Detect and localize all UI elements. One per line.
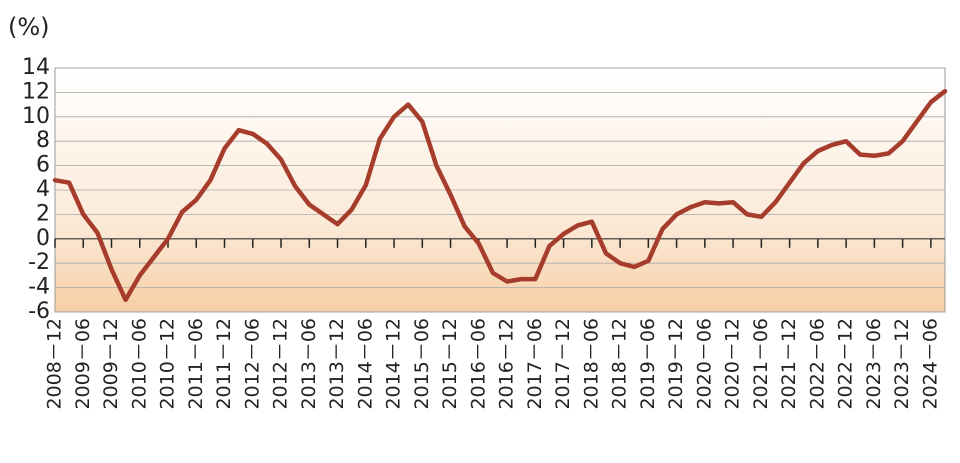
x-tick-label: 2010－06: [128, 318, 150, 410]
x-tick-label: 2011－12: [213, 318, 235, 410]
y-tick-label: 8: [36, 128, 50, 153]
x-tick-label: 2017－06: [524, 318, 546, 410]
data-line: [52, 88, 948, 303]
x-tick-label: 2015－06: [411, 318, 433, 410]
y-tick-label: 0: [36, 226, 50, 251]
x-tick-label: 2022－06: [806, 318, 828, 410]
x-tick-label: 2008－12: [44, 318, 66, 410]
x-tick-label: 2010－12: [157, 318, 179, 410]
x-tick-label: 2016－12: [496, 318, 518, 410]
x-tick-label: 2017－12: [552, 318, 574, 410]
x-tick-label: 2020－06: [693, 318, 715, 410]
x-tick-label: 2022－12: [835, 318, 857, 410]
x-tick-label: 2023－06: [863, 318, 885, 410]
y-tick-label: 6: [36, 153, 50, 178]
x-tick-label: 2021－12: [778, 318, 800, 410]
y-unit: (%): [8, 13, 50, 41]
x-tick-label: 2012－06: [241, 318, 263, 410]
y-tick-label: -6: [28, 299, 50, 324]
x-tick-label: 2009－12: [100, 318, 122, 410]
x-tick-label: 2013－12: [326, 318, 348, 410]
x-tick-label: 2015－12: [439, 318, 461, 410]
y-tick-label: 12: [22, 79, 50, 104]
x-tick-label: 2013－06: [298, 318, 320, 410]
y-tick-label: 2: [36, 201, 50, 226]
y-tick-label: -4: [28, 275, 50, 300]
x-tick-label: 2018－12: [609, 318, 631, 410]
x-tick-label: 2016－06: [467, 318, 489, 410]
x-tick-label: 2021－06: [750, 318, 772, 410]
x-tick-label: 2019－06: [637, 318, 659, 410]
y-tick-label: 14: [22, 55, 50, 80]
y-tick-label: 10: [22, 104, 50, 129]
y-tick-label: 4: [36, 177, 50, 202]
x-tick-label: 2020－12: [722, 318, 744, 410]
x-tick-label: 2011－06: [185, 318, 207, 410]
y-tick-label: -2: [28, 250, 50, 275]
x-tick-label: 2024－06: [919, 318, 941, 410]
x-tick-label: 2014－12: [383, 318, 405, 410]
x-tick-label: 2014－06: [354, 318, 376, 410]
x-tick-label: 2018－06: [580, 318, 602, 410]
x-tick-label: 2009－06: [72, 318, 94, 410]
x-tick-label: 2019－12: [665, 318, 687, 410]
x-tick-label: 2023－12: [891, 318, 913, 410]
x-tick-label: 2012－12: [270, 318, 292, 410]
